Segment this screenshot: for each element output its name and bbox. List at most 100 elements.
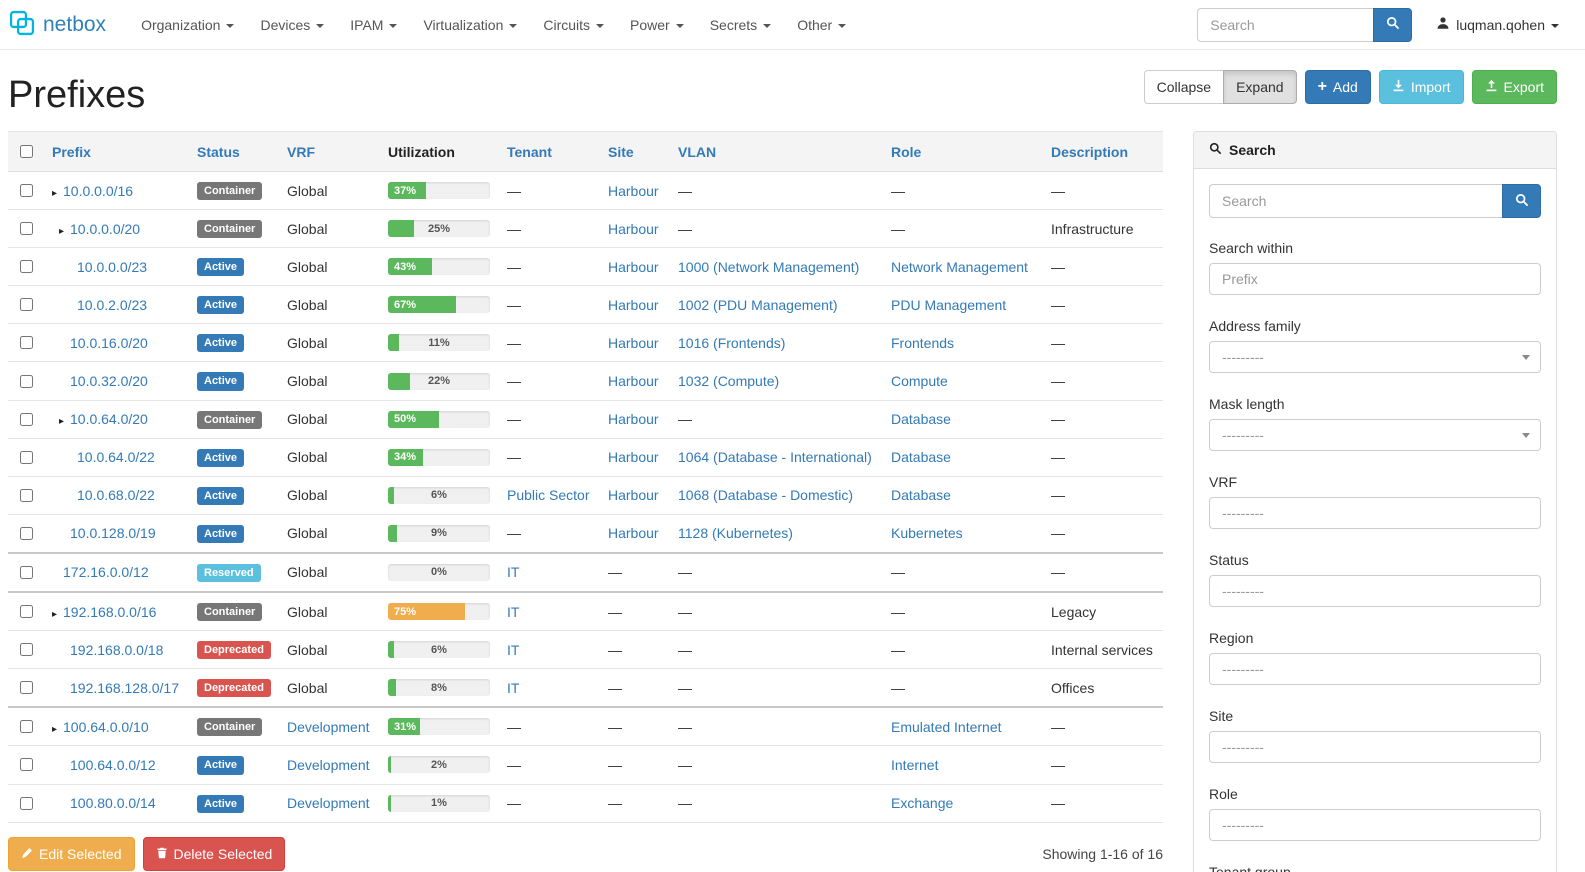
nav-item-devices[interactable]: Devices — [247, 2, 337, 48]
column-header-vlan[interactable]: VLAN — [678, 143, 717, 160]
prefix-link[interactable]: 100.64.0.0/10 — [63, 718, 149, 735]
prefix-link[interactable]: 10.0.64.0/20 — [70, 411, 148, 428]
row-checkbox[interactable] — [20, 565, 33, 579]
site-link[interactable]: Harbour — [608, 334, 659, 351]
filter-select-vrf[interactable]: --------- — [1209, 497, 1541, 529]
tenant-link[interactable]: IT — [507, 603, 520, 620]
filter-select-address-family[interactable]: --------- — [1209, 341, 1541, 373]
import-button[interactable]: Import — [1378, 70, 1464, 104]
role-link[interactable]: Exchange — [891, 795, 954, 812]
column-header-description[interactable]: Description — [1051, 143, 1129, 160]
expand-caret-icon[interactable]: ▸ — [52, 723, 58, 735]
prefix-link[interactable]: 192.168.0.0/16 — [63, 603, 157, 620]
role-link[interactable]: Database — [891, 449, 951, 466]
collapse-button[interactable]: Collapse — [1143, 70, 1225, 104]
tenant-link[interactable]: Public Sector — [507, 487, 590, 504]
prefix-link[interactable]: 100.64.0.0/12 — [70, 756, 156, 773]
navbar-search-button[interactable] — [1373, 7, 1413, 42]
prefix-link[interactable]: 10.0.32.0/20 — [70, 373, 148, 390]
site-link[interactable]: Harbour — [608, 220, 659, 237]
row-checkbox[interactable] — [20, 412, 33, 426]
filter-select-mask-length[interactable]: --------- — [1209, 419, 1541, 451]
row-checkbox[interactable] — [20, 260, 33, 274]
expand-caret-icon[interactable]: ▸ — [59, 416, 65, 428]
row-checkbox[interactable] — [20, 374, 33, 388]
row-checkbox[interactable] — [20, 681, 33, 695]
column-header-role[interactable]: Role — [891, 143, 922, 160]
filter-search-button[interactable] — [1502, 184, 1541, 218]
vlan-link[interactable]: 1032 (Compute) — [678, 373, 780, 390]
nav-item-power[interactable]: Power — [617, 2, 697, 48]
tenant-link[interactable]: IT — [507, 679, 520, 696]
prefix-link[interactable]: 192.168.128.0/17 — [70, 679, 179, 696]
nav-item-other[interactable]: Other — [784, 2, 859, 48]
column-header-status[interactable]: Status — [197, 143, 240, 160]
row-checkbox[interactable] — [20, 298, 33, 312]
role-link[interactable]: Network Management — [891, 258, 1028, 275]
prefix-link[interactable]: 10.0.16.0/20 — [70, 334, 148, 351]
site-link[interactable]: Harbour — [608, 487, 659, 504]
role-link[interactable]: Kubernetes — [891, 525, 963, 542]
row-checkbox[interactable] — [20, 184, 33, 198]
prefix-link[interactable]: 10.0.68.0/22 — [77, 487, 155, 504]
row-checkbox[interactable] — [20, 526, 33, 540]
expand-caret-icon[interactable]: ▸ — [52, 187, 58, 199]
edit-selected-button[interactable]: Edit Selected — [8, 836, 135, 871]
row-checkbox[interactable] — [20, 720, 33, 734]
site-link[interactable]: Harbour — [608, 373, 659, 390]
row-checkbox[interactable] — [20, 758, 33, 772]
column-header-site[interactable]: Site — [608, 143, 634, 160]
role-link[interactable]: Database — [891, 487, 951, 504]
vrf-link[interactable]: Development — [287, 795, 370, 812]
row-checkbox[interactable] — [20, 336, 33, 350]
role-link[interactable]: Compute — [891, 373, 948, 390]
prefix-link[interactable]: 10.0.0.0/20 — [70, 220, 141, 237]
filter-select-status[interactable]: --------- — [1209, 575, 1541, 607]
select-all-checkbox[interactable] — [20, 145, 33, 158]
row-checkbox[interactable] — [20, 222, 33, 236]
filter-select-role[interactable]: --------- — [1209, 809, 1541, 841]
filter-search-input[interactable] — [1209, 184, 1502, 218]
vlan-link[interactable]: 1016 (Frontends) — [678, 334, 786, 351]
nav-item-organization[interactable]: Organization — [128, 2, 247, 48]
column-header-tenant[interactable]: Tenant — [507, 143, 552, 160]
site-link[interactable]: Harbour — [608, 449, 659, 466]
expand-caret-icon[interactable]: ▸ — [52, 608, 58, 620]
nav-item-secrets[interactable]: Secrets — [697, 2, 784, 48]
column-header-vrf[interactable]: VRF — [287, 143, 315, 160]
column-header-prefix[interactable]: Prefix — [52, 143, 91, 160]
nav-item-virtualization[interactable]: Virtualization — [410, 2, 530, 48]
expand-caret-icon[interactable]: ▸ — [59, 225, 65, 237]
navbar-search-input[interactable] — [1197, 7, 1374, 42]
site-link[interactable]: Harbour — [608, 525, 659, 542]
role-link[interactable]: Emulated Internet — [891, 718, 1002, 735]
prefix-link[interactable]: 192.168.0.0/18 — [70, 641, 164, 658]
prefix-link[interactable]: 10.0.128.0/19 — [70, 525, 156, 542]
netbox-logo[interactable]: netbox — [8, 9, 106, 40]
site-link[interactable]: Harbour — [608, 258, 659, 275]
role-link[interactable]: Database — [891, 411, 951, 428]
delete-selected-button[interactable]: Delete Selected — [142, 836, 286, 871]
role-link[interactable]: Frontends — [891, 334, 955, 351]
user-menu[interactable]: luqman.qohen — [1436, 16, 1559, 33]
row-checkbox[interactable] — [20, 796, 33, 810]
prefix-link[interactable]: 10.0.64.0/22 — [77, 449, 155, 466]
vlan-link[interactable]: 1064 (Database - International) — [678, 449, 872, 466]
prefix-link[interactable]: 10.0.2.0/23 — [77, 296, 148, 313]
site-link[interactable]: Harbour — [608, 182, 659, 199]
site-link[interactable]: Harbour — [608, 296, 659, 313]
prefix-link[interactable]: 100.80.0.0/14 — [70, 795, 156, 812]
prefix-link[interactable]: 10.0.0.0/23 — [77, 258, 148, 275]
prefix-link[interactable]: 172.16.0.0/12 — [63, 564, 149, 581]
role-link[interactable]: Internet — [891, 756, 939, 773]
tenant-link[interactable]: IT — [507, 641, 520, 658]
row-checkbox[interactable] — [20, 488, 33, 502]
site-link[interactable]: Harbour — [608, 411, 659, 428]
role-link[interactable]: PDU Management — [891, 296, 1007, 313]
expand-button[interactable]: Expand — [1223, 70, 1297, 104]
vlan-link[interactable]: 1068 (Database - Domestic) — [678, 487, 854, 504]
vrf-link[interactable]: Development — [287, 756, 370, 773]
row-checkbox[interactable] — [20, 605, 33, 619]
filter-select-site[interactable]: --------- — [1209, 731, 1541, 763]
vlan-link[interactable]: 1000 (Network Management) — [678, 258, 860, 275]
